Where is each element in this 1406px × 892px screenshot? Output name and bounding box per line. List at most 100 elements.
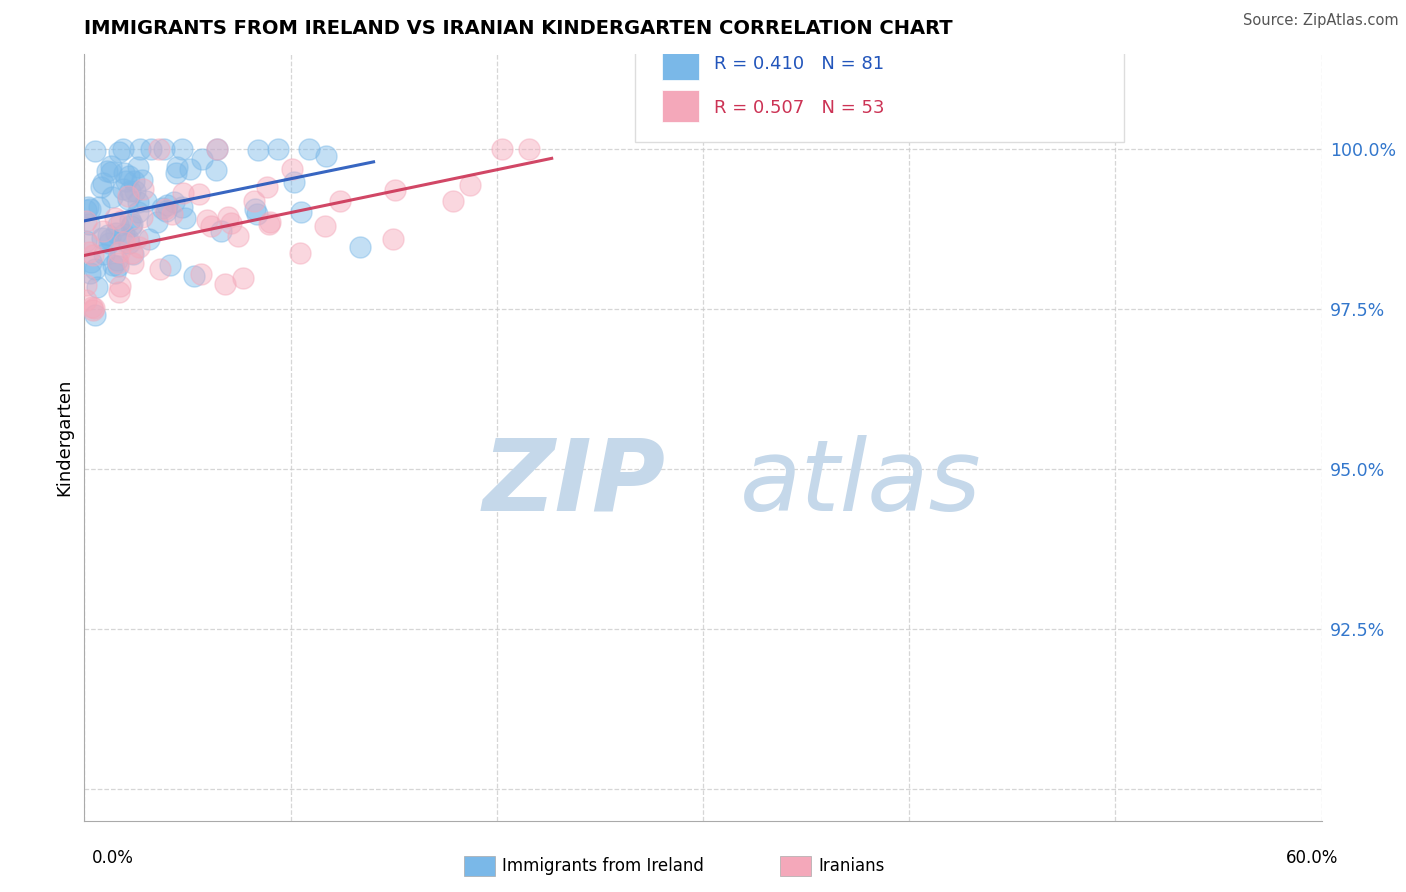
Point bbox=[190, 267, 212, 281]
Point bbox=[245, 202, 267, 216]
Point bbox=[122, 247, 145, 261]
Point bbox=[90, 231, 112, 245]
Point bbox=[288, 246, 311, 260]
Point bbox=[77, 236, 100, 251]
Point bbox=[257, 217, 280, 231]
Point bbox=[132, 182, 155, 196]
Point bbox=[246, 206, 269, 220]
Point bbox=[162, 207, 184, 221]
Point bbox=[129, 143, 152, 157]
Point bbox=[207, 143, 229, 157]
Point bbox=[329, 194, 352, 208]
Point bbox=[384, 183, 406, 197]
Point bbox=[83, 308, 105, 322]
Point bbox=[98, 232, 121, 246]
Point bbox=[118, 235, 141, 250]
Point bbox=[172, 186, 194, 200]
Point bbox=[131, 211, 153, 225]
Point bbox=[108, 145, 131, 159]
Text: Source: ZipAtlas.com: Source: ZipAtlas.com bbox=[1243, 13, 1399, 29]
Point bbox=[179, 162, 201, 177]
Point bbox=[155, 202, 177, 216]
Point bbox=[107, 260, 129, 274]
Point bbox=[283, 175, 305, 189]
Point bbox=[80, 255, 103, 269]
Point bbox=[80, 300, 103, 314]
Point bbox=[107, 255, 129, 269]
Point bbox=[183, 269, 205, 284]
Point bbox=[100, 160, 122, 174]
Point bbox=[491, 143, 513, 157]
Point bbox=[314, 219, 336, 233]
Point bbox=[228, 228, 250, 243]
Point bbox=[170, 143, 193, 157]
Point bbox=[127, 231, 149, 245]
Point bbox=[166, 160, 188, 174]
Point bbox=[101, 258, 124, 272]
Point bbox=[75, 203, 97, 218]
Point bbox=[290, 205, 312, 219]
Point bbox=[75, 293, 97, 307]
Point bbox=[232, 271, 254, 285]
Point bbox=[82, 247, 104, 261]
Point bbox=[77, 201, 100, 215]
Point bbox=[96, 164, 118, 178]
Point bbox=[104, 266, 127, 280]
Point bbox=[204, 162, 226, 177]
Point bbox=[118, 185, 141, 199]
Point bbox=[104, 226, 127, 240]
Point bbox=[111, 182, 134, 196]
Point bbox=[86, 280, 108, 294]
Point bbox=[382, 232, 405, 246]
Point bbox=[77, 245, 100, 260]
Point bbox=[138, 232, 160, 246]
Point bbox=[127, 194, 149, 209]
Point bbox=[83, 301, 105, 316]
Point bbox=[155, 204, 177, 219]
Point bbox=[117, 192, 139, 206]
Point bbox=[124, 184, 146, 198]
Text: Immigrants from Ireland: Immigrants from Ireland bbox=[502, 857, 704, 875]
Point bbox=[117, 189, 139, 203]
Point bbox=[110, 278, 132, 293]
Point bbox=[115, 173, 138, 187]
Point bbox=[519, 143, 541, 157]
Point bbox=[259, 214, 281, 228]
Point bbox=[150, 201, 173, 215]
Point bbox=[112, 143, 135, 157]
Point bbox=[156, 198, 179, 212]
Point bbox=[117, 232, 139, 246]
FancyBboxPatch shape bbox=[636, 30, 1123, 142]
Point bbox=[114, 235, 136, 250]
Point bbox=[100, 190, 122, 204]
Point bbox=[188, 186, 211, 201]
Point bbox=[90, 180, 112, 194]
Point bbox=[205, 143, 228, 157]
Point bbox=[139, 143, 162, 157]
Point bbox=[127, 205, 149, 219]
Point bbox=[75, 214, 97, 228]
Text: 0.0%: 0.0% bbox=[91, 849, 134, 867]
Point bbox=[243, 194, 266, 208]
Point bbox=[75, 234, 97, 248]
Point bbox=[135, 194, 157, 208]
Text: 60.0%: 60.0% bbox=[1286, 849, 1339, 867]
Point bbox=[91, 176, 114, 190]
Point bbox=[153, 143, 176, 157]
Point bbox=[458, 178, 481, 193]
Point bbox=[148, 143, 170, 157]
Point bbox=[173, 211, 195, 225]
Point bbox=[120, 213, 142, 227]
Point bbox=[97, 227, 120, 242]
Point bbox=[105, 253, 128, 268]
Point bbox=[121, 217, 143, 231]
Point bbox=[441, 194, 464, 209]
Point bbox=[79, 266, 101, 280]
Point bbox=[114, 227, 136, 241]
Point bbox=[118, 169, 141, 184]
Point bbox=[107, 218, 129, 232]
Point bbox=[121, 246, 143, 260]
Point bbox=[165, 166, 187, 180]
Point bbox=[75, 278, 97, 293]
Point bbox=[87, 201, 110, 215]
